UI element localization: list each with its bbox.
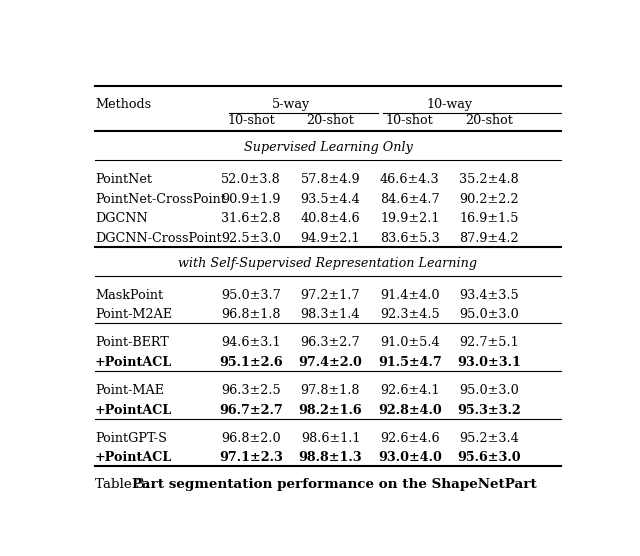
Text: Point-MAE: Point-MAE — [95, 384, 164, 397]
Text: 96.8±1.8: 96.8±1.8 — [221, 309, 281, 321]
Text: 20-shot: 20-shot — [307, 115, 355, 127]
Text: 10-shot: 10-shot — [227, 115, 275, 127]
Text: Point-BERT: Point-BERT — [95, 336, 168, 349]
Text: 91.4±4.0: 91.4±4.0 — [380, 289, 440, 302]
Text: 10-way: 10-way — [426, 98, 472, 111]
Text: 96.7±2.7: 96.7±2.7 — [220, 404, 283, 416]
Text: 92.5±3.0: 92.5±3.0 — [221, 232, 281, 245]
Text: 93.0±4.0: 93.0±4.0 — [378, 451, 442, 464]
Text: 94.6±3.1: 94.6±3.1 — [221, 336, 281, 349]
Text: 98.6±1.1: 98.6±1.1 — [301, 431, 360, 445]
Text: 92.6±4.1: 92.6±4.1 — [380, 384, 440, 397]
Text: 90.9±1.9: 90.9±1.9 — [221, 192, 281, 206]
Text: 35.2±4.8: 35.2±4.8 — [460, 173, 519, 186]
Text: Part segmentation performance on the ShapeNetPart: Part segmentation performance on the Sha… — [132, 478, 537, 491]
Text: MaskPoint: MaskPoint — [95, 289, 163, 302]
Text: 93.0±3.1: 93.0±3.1 — [457, 356, 521, 369]
Text: 31.6±2.8: 31.6±2.8 — [221, 212, 281, 225]
Text: 97.8±1.8: 97.8±1.8 — [301, 384, 360, 397]
Text: 94.9±2.1: 94.9±2.1 — [301, 232, 360, 245]
Text: 95.0±3.0: 95.0±3.0 — [460, 309, 519, 321]
Text: 96.3±2.7: 96.3±2.7 — [301, 336, 360, 349]
Text: 98.2±1.6: 98.2±1.6 — [299, 404, 362, 416]
Text: 90.2±2.2: 90.2±2.2 — [460, 192, 519, 206]
Text: 84.6±4.7: 84.6±4.7 — [380, 192, 440, 206]
Text: DGCNN-CrossPoint: DGCNN-CrossPoint — [95, 232, 221, 245]
Text: 93.4±3.5: 93.4±3.5 — [460, 289, 519, 302]
Text: Point-M2AE: Point-M2AE — [95, 309, 172, 321]
Text: +PointACL: +PointACL — [95, 404, 172, 416]
Text: Table 3.: Table 3. — [95, 478, 153, 491]
Text: +PointACL: +PointACL — [95, 356, 172, 369]
Text: 96.3±2.5: 96.3±2.5 — [221, 384, 281, 397]
Text: with Self-Supervised Representation Learning: with Self-Supervised Representation Lear… — [179, 257, 477, 270]
Text: PointGPT-S: PointGPT-S — [95, 431, 167, 445]
Text: 98.8±1.3: 98.8±1.3 — [299, 451, 362, 464]
Text: 46.6±4.3: 46.6±4.3 — [380, 173, 440, 186]
Text: 20-shot: 20-shot — [465, 115, 513, 127]
Text: PointNet: PointNet — [95, 173, 152, 186]
Text: Supervised Learning Only: Supervised Learning Only — [244, 141, 412, 154]
Text: 95.0±3.7: 95.0±3.7 — [221, 289, 281, 302]
Text: 96.8±2.0: 96.8±2.0 — [221, 431, 281, 445]
Text: 52.0±3.8: 52.0±3.8 — [221, 173, 281, 186]
Text: 95.0±3.0: 95.0±3.0 — [460, 384, 519, 397]
Text: 83.6±5.3: 83.6±5.3 — [380, 232, 440, 245]
Text: 95.6±3.0: 95.6±3.0 — [458, 451, 521, 464]
Text: 10-shot: 10-shot — [386, 115, 434, 127]
Text: 95.1±2.6: 95.1±2.6 — [220, 356, 283, 369]
Text: 5-way: 5-way — [271, 98, 310, 111]
Text: DGCNN: DGCNN — [95, 212, 148, 225]
Text: 91.0±5.4: 91.0±5.4 — [380, 336, 440, 349]
Text: 93.5±4.4: 93.5±4.4 — [301, 192, 360, 206]
Text: 98.3±1.4: 98.3±1.4 — [301, 309, 360, 321]
Text: +PointACL: +PointACL — [95, 451, 172, 464]
Text: 16.9±1.5: 16.9±1.5 — [460, 212, 519, 225]
Text: 91.5±4.7: 91.5±4.7 — [378, 356, 442, 369]
Text: 92.3±4.5: 92.3±4.5 — [380, 309, 440, 321]
Text: 95.2±3.4: 95.2±3.4 — [460, 431, 519, 445]
Text: 40.8±4.6: 40.8±4.6 — [301, 212, 360, 225]
Text: 97.2±1.7: 97.2±1.7 — [301, 289, 360, 302]
Text: 95.3±3.2: 95.3±3.2 — [458, 404, 521, 416]
Text: 92.7±5.1: 92.7±5.1 — [460, 336, 519, 349]
Text: Methods: Methods — [95, 98, 151, 111]
Text: 92.6±4.6: 92.6±4.6 — [380, 431, 440, 445]
Text: 97.1±2.3: 97.1±2.3 — [219, 451, 283, 464]
Text: 19.9±2.1: 19.9±2.1 — [380, 212, 440, 225]
Text: 92.8±4.0: 92.8±4.0 — [378, 404, 442, 416]
Text: 97.4±2.0: 97.4±2.0 — [298, 356, 362, 369]
Text: 87.9±4.2: 87.9±4.2 — [460, 232, 519, 245]
Text: 57.8±4.9: 57.8±4.9 — [301, 173, 360, 186]
Text: PointNet-CrossPoint: PointNet-CrossPoint — [95, 192, 226, 206]
